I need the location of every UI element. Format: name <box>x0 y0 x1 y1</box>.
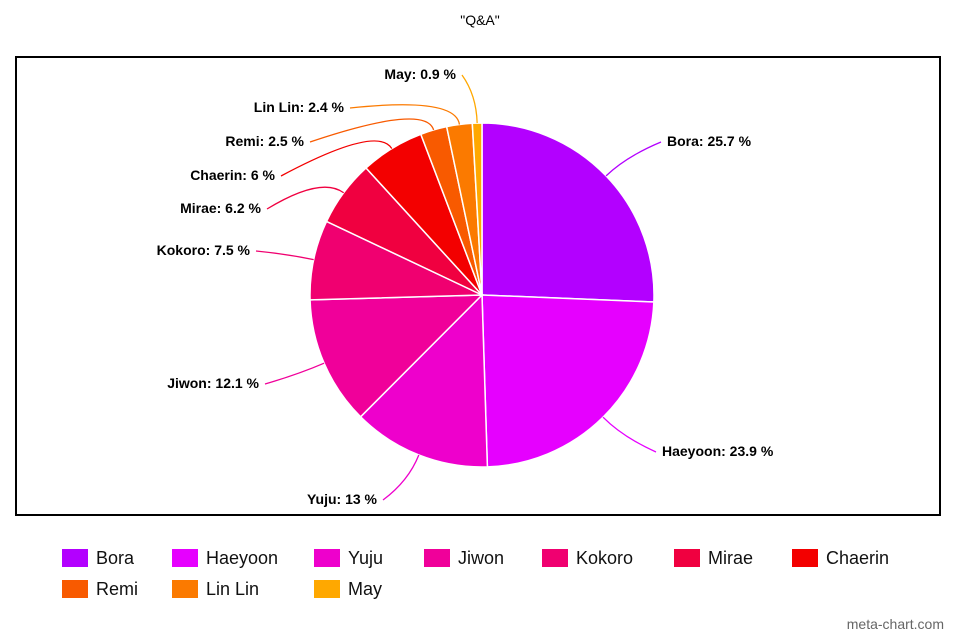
legend-item-yuju[interactable]: Yuju <box>314 546 383 570</box>
legend-label: Remi <box>96 578 139 599</box>
pie-chart: Bora: 25.7 % Haeyoon: 23.9 % Yuju: 13 % Jiw… <box>157 66 774 507</box>
legend-item-kokoro[interactable]: Kokoro <box>542 546 633 570</box>
legend-item-jiwon[interactable]: Jiwon <box>424 546 504 570</box>
legend-label: Chaerin <box>826 547 890 568</box>
pie-slice-yuju <box>359 293 489 468</box>
leader-line-remi <box>309 118 435 143</box>
pie-slice-bora <box>481 122 655 303</box>
plot-area: Bora: 25.7 % Haeyoon: 23.9 % Yuju: 13 % Jiw… <box>15 56 941 516</box>
legend-swatch <box>424 549 450 567</box>
leader-line-chaerin <box>280 140 393 177</box>
slice-label-mirae: Mirae: 6.2 % <box>180 200 261 216</box>
pie-slice-haeyoon <box>481 294 655 468</box>
slice-label-bora: Bora: 25.7 % <box>667 133 752 149</box>
legend-item-remi[interactable]: Remi <box>62 577 138 601</box>
legend-swatch <box>674 549 700 567</box>
leader-line-jiwon <box>264 362 325 385</box>
slice-label-yuju: Yuju: 13 % <box>307 491 378 507</box>
legend-label: May <box>348 578 383 599</box>
slice-label-chaerin: Chaerin: 6 % <box>190 167 275 183</box>
leader-line-bora <box>605 141 662 177</box>
legend-item-bora[interactable]: Bora <box>62 546 134 570</box>
slice-label-may: May: 0.9 % <box>384 66 456 82</box>
watermark: meta-chart.com <box>846 616 944 632</box>
legend-item-may[interactable]: May <box>314 577 382 601</box>
legend-label: Jiwon <box>458 547 505 568</box>
leader-line-haeyoon <box>602 416 657 453</box>
leader-line-kokoro <box>255 250 314 261</box>
legend-swatch <box>314 549 340 567</box>
legend-swatch <box>62 549 88 567</box>
legend-item-lin-lin[interactable]: Lin Lin <box>172 577 259 601</box>
legend-label: Lin Lin <box>206 578 260 599</box>
legend-item-haeyoon[interactable]: Haeyoon <box>172 546 278 570</box>
legend-swatch <box>542 549 568 567</box>
leader-line-yuju <box>382 454 420 501</box>
leader-line-mirae <box>266 186 345 210</box>
legend-swatch <box>172 580 198 598</box>
legend-swatch <box>172 549 198 567</box>
legend-label: Kokoro <box>576 547 634 568</box>
legend-label: Bora <box>96 547 135 568</box>
slice-label-haeyoon: Haeyoon: 23.9 % <box>662 443 774 459</box>
leader-line-lin-lin <box>349 104 461 125</box>
legend-swatch <box>62 580 88 598</box>
legend-label: Haeyoon <box>206 547 279 568</box>
legend-label: Yuju <box>348 547 384 568</box>
slice-label-remi: Remi: 2.5 % <box>225 133 304 149</box>
legend-swatch <box>314 580 340 598</box>
leader-line-may <box>461 74 478 124</box>
legend-item-chaerin[interactable]: Chaerin <box>792 546 889 570</box>
slice-label-jiwon: Jiwon: 12.1 % <box>167 375 259 391</box>
slice-label-kokoro: Kokoro: 7.5 % <box>157 242 251 258</box>
legend-label: Mirae <box>708 547 754 568</box>
legend-swatch <box>792 549 818 567</box>
chart-title: "Q&A" <box>460 12 500 28</box>
slice-label-lin-lin: Lin Lin: 2.4 % <box>254 99 345 115</box>
legend-item-mirae[interactable]: Mirae <box>674 546 753 570</box>
